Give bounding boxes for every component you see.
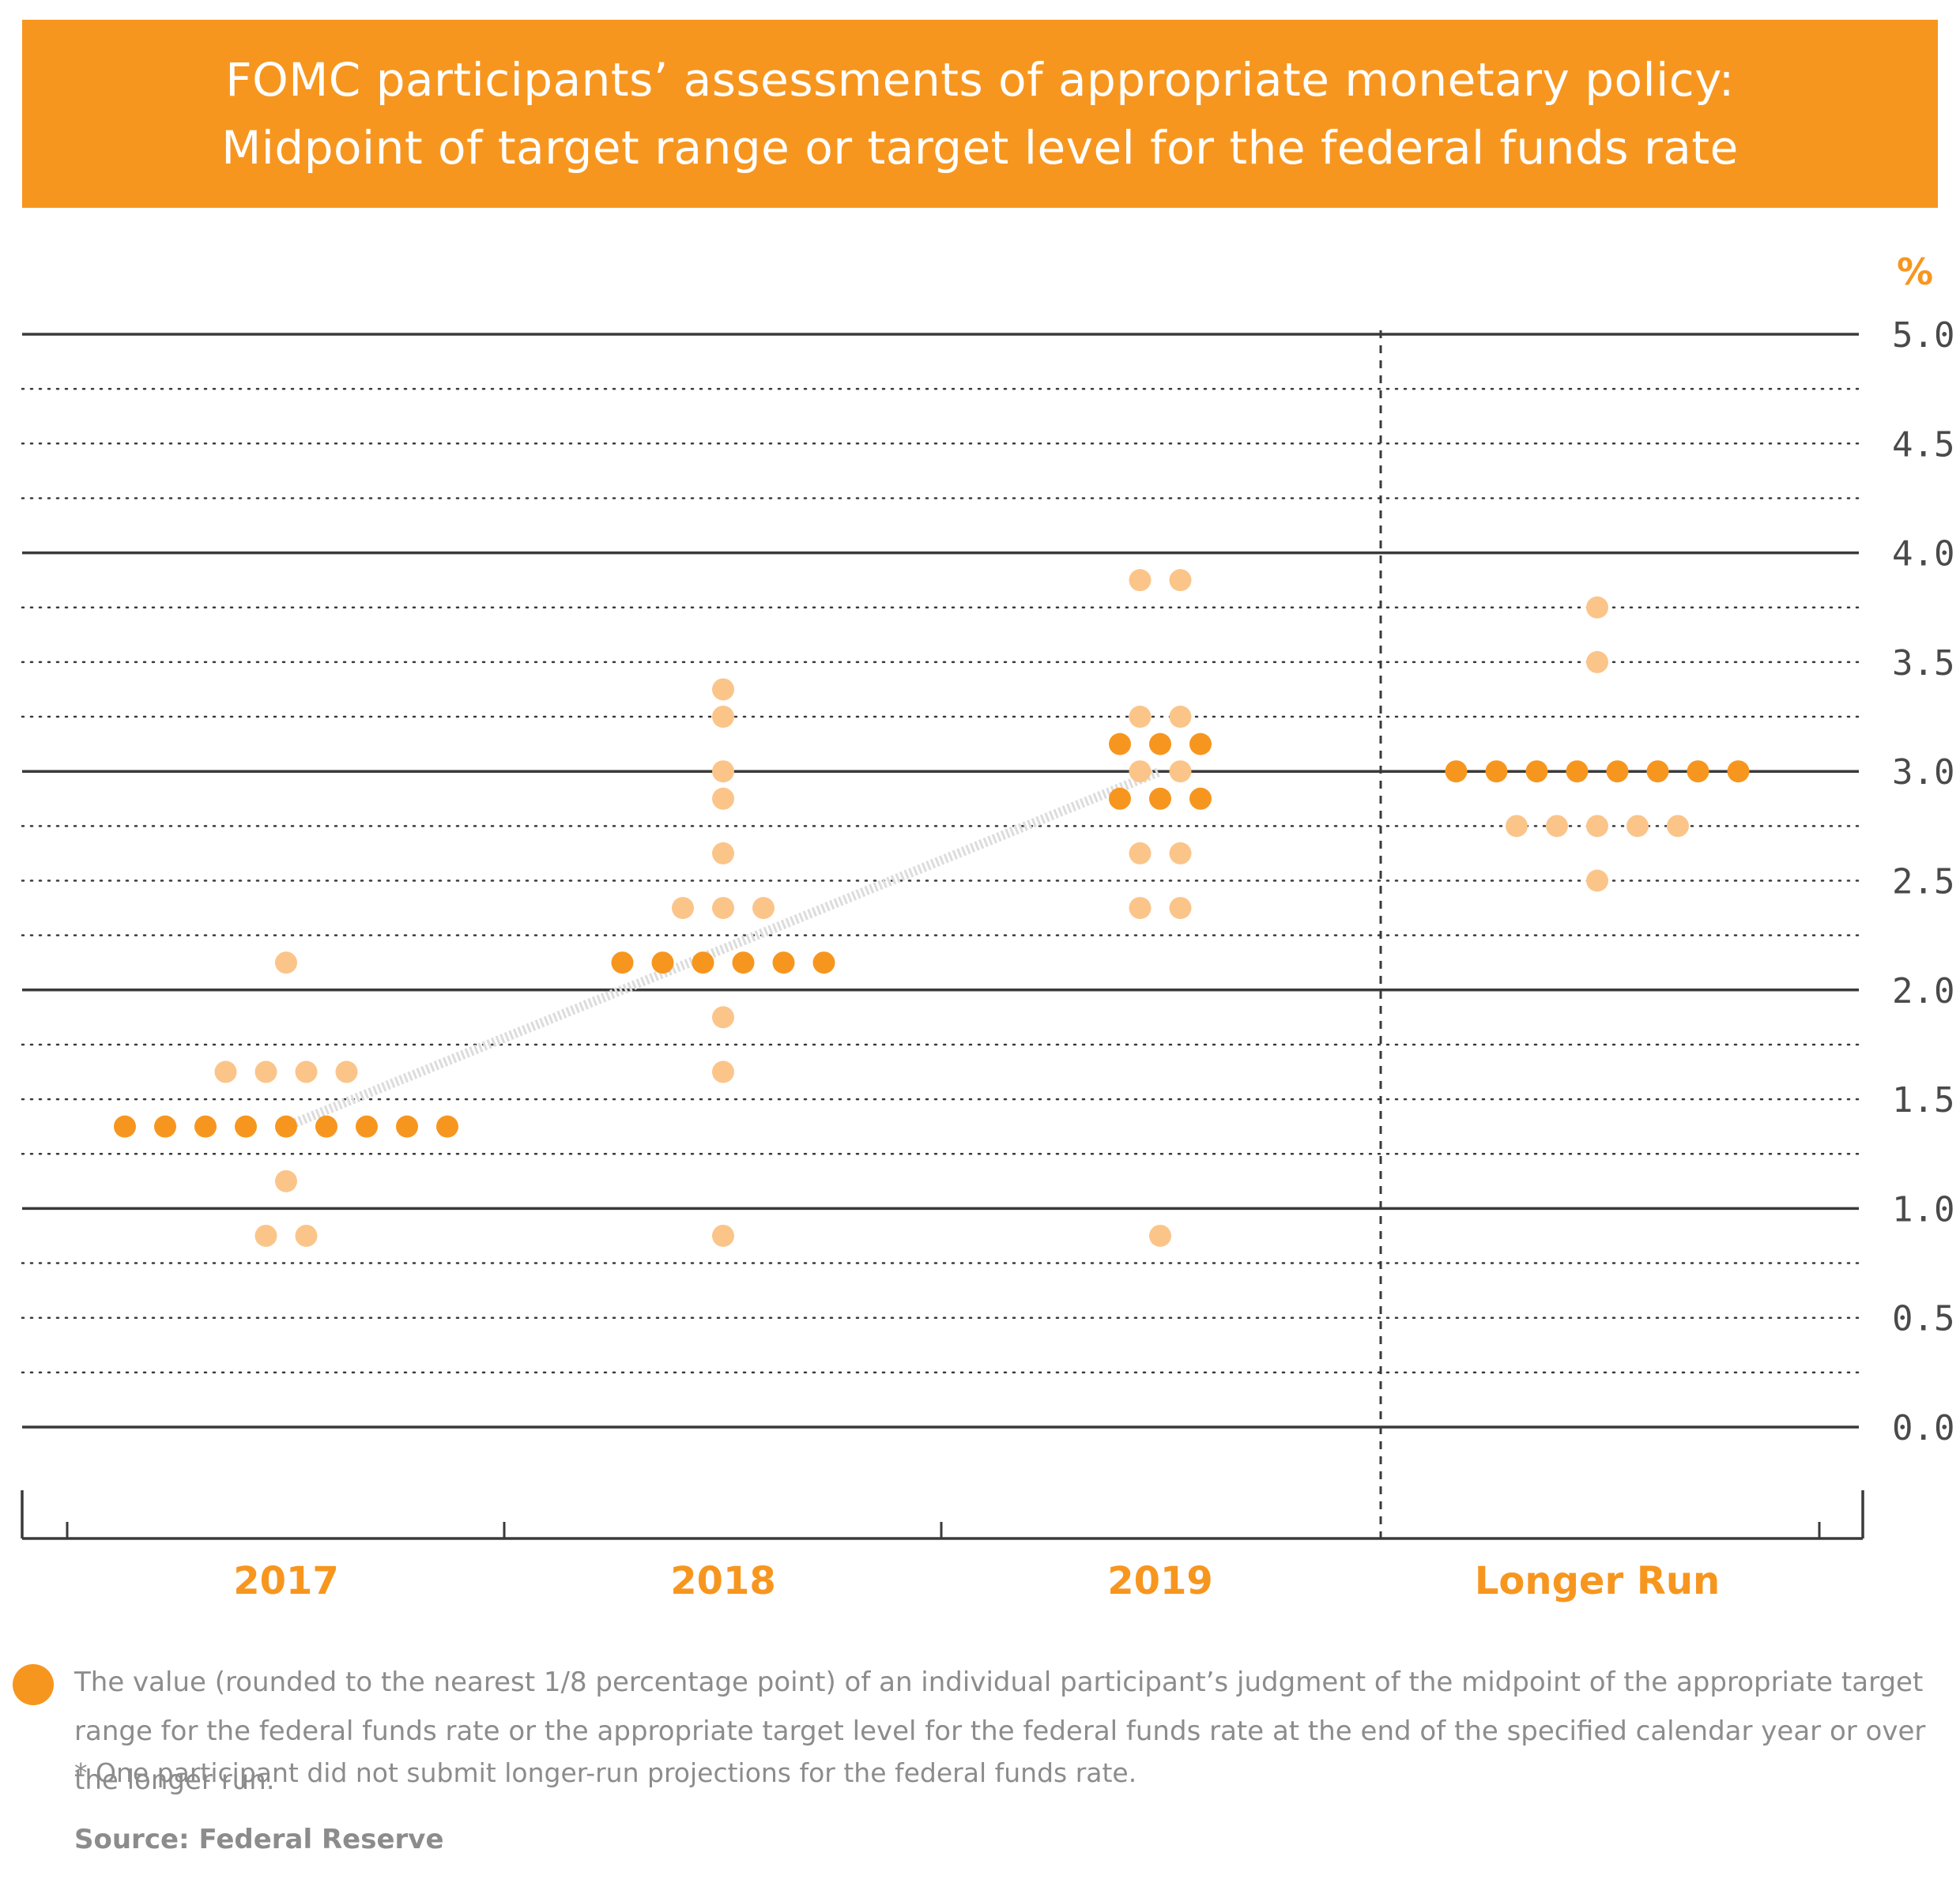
x-category-label: 2019 — [1107, 1559, 1213, 1603]
participant-dot — [1149, 732, 1171, 755]
participant-dot — [396, 1115, 418, 1138]
participant-dot — [1586, 815, 1608, 838]
participant-dot — [1667, 815, 1689, 838]
y-tick-label: 2.5 — [1892, 862, 1954, 902]
participant-dot — [1566, 760, 1589, 783]
participant-dot — [275, 951, 297, 974]
participant-dot — [335, 1060, 358, 1083]
chart-title-line-2: Midpoint of target range or target level… — [221, 121, 1739, 175]
participant-dot — [1445, 760, 1468, 783]
participant-dot — [1586, 596, 1608, 619]
participant-dot — [812, 951, 835, 974]
participant-dot — [1129, 760, 1152, 783]
participant-dot — [712, 787, 734, 810]
participant-dot — [295, 1060, 318, 1083]
participant-dot — [712, 842, 734, 864]
participant-dot — [611, 951, 634, 974]
participant-dot — [1586, 869, 1608, 892]
x-category-label: 2017 — [233, 1559, 339, 1603]
y-tick-label: 4.5 — [1892, 424, 1954, 465]
participant-dot — [1109, 787, 1131, 810]
median-line-layer — [284, 766, 1163, 1132]
x-category-label: 2018 — [670, 1559, 776, 1603]
participant-dot — [1169, 706, 1192, 729]
median-trend-line — [284, 766, 1163, 1132]
legend-dot-icon — [13, 1664, 54, 1705]
participant-dot — [436, 1115, 458, 1138]
y-tick-label: 2.0 — [1892, 971, 1954, 1011]
participant-dot — [1189, 787, 1212, 810]
y-tick-label: 1.0 — [1892, 1189, 1954, 1230]
participant-dot — [1525, 760, 1548, 783]
participant-dot — [1129, 842, 1152, 864]
participant-dot — [1169, 842, 1192, 864]
participant-dot — [651, 951, 674, 974]
participant-dot — [356, 1115, 378, 1138]
participant-dot — [1189, 732, 1212, 755]
chart-title-line-1: FOMC participants’ assessments of approp… — [225, 53, 1735, 107]
participant-dot — [692, 951, 714, 974]
participant-dot — [1727, 760, 1750, 783]
source-note: Source: Federal Reserve — [74, 1824, 444, 1855]
participant-dot — [712, 1224, 734, 1247]
y-tick-label: 5.0 — [1892, 315, 1954, 356]
y-tick-label: 3.5 — [1892, 643, 1954, 684]
participant-dot — [732, 951, 755, 974]
participant-dot — [712, 678, 734, 701]
participant-dot — [315, 1115, 337, 1138]
participant-dot — [254, 1224, 277, 1247]
footnote: * One participant did not submit longer-… — [74, 1757, 1137, 1788]
participant-dot — [254, 1060, 277, 1083]
y-tick-label: 0.5 — [1892, 1299, 1954, 1339]
participant-dot — [1646, 760, 1669, 783]
participant-dot — [772, 951, 795, 974]
participant-dot — [1606, 760, 1629, 783]
x-category-label: Longer Run — [1475, 1559, 1720, 1603]
participant-dot — [1129, 897, 1152, 920]
participant-dot — [1129, 569, 1152, 592]
participant-dot — [1129, 706, 1152, 729]
title-banner: FOMC participants’ assessments of approp… — [22, 20, 1938, 208]
participant-dot — [712, 760, 734, 783]
participant-dot — [1485, 760, 1508, 783]
participant-dot — [214, 1060, 237, 1083]
participant-dot — [712, 1006, 734, 1029]
participant-dot — [672, 897, 694, 920]
axis-layer: 0.0 0.5 1.0 1.5 2.0 2.5 3.0 3.5 4.0 4.5 5.0% 2017 20… — [21, 250, 1954, 1603]
y-axis-unit-label: % — [1897, 250, 1933, 293]
participant-dot — [1687, 760, 1709, 783]
participant-dot — [1546, 815, 1568, 838]
y-tick-label: 4.0 — [1892, 534, 1954, 574]
participant-dot — [275, 1169, 297, 1192]
participant-dot — [1169, 569, 1192, 592]
participant-dot — [712, 1060, 734, 1083]
participant-dot — [114, 1115, 136, 1138]
participant-dot — [1626, 815, 1649, 838]
participant-dot — [1149, 1224, 1171, 1247]
legend-description: The value (rounded to the nearest 1/8 pe… — [74, 1666, 1926, 1796]
participant-dot — [752, 897, 775, 920]
participant-dot — [235, 1115, 257, 1138]
participant-dot — [275, 1115, 297, 1138]
participant-dot — [154, 1115, 176, 1138]
participant-dot — [1149, 787, 1171, 810]
participant-dot — [194, 1115, 217, 1138]
dots-layer — [114, 569, 1750, 1247]
y-tick-label: 1.5 — [1892, 1080, 1954, 1120]
grid-layer — [21, 330, 1860, 1538]
y-tick-label: 3.0 — [1892, 752, 1954, 793]
participant-dot — [1586, 650, 1608, 673]
y-tick-label: 0.0 — [1892, 1408, 1954, 1448]
dot-plot-chart: 0.0 0.5 1.0 1.5 2.0 2.5 3.0 3.5 4.0 4.5 5.0% 2017 20… — [21, 250, 1954, 1603]
participant-dot — [295, 1224, 318, 1247]
participant-dot — [712, 897, 734, 920]
participant-dot — [712, 706, 734, 729]
participant-dot — [1109, 732, 1131, 755]
participant-dot — [1506, 815, 1528, 838]
participant-dot — [1169, 897, 1192, 920]
participant-dot — [1169, 760, 1192, 783]
